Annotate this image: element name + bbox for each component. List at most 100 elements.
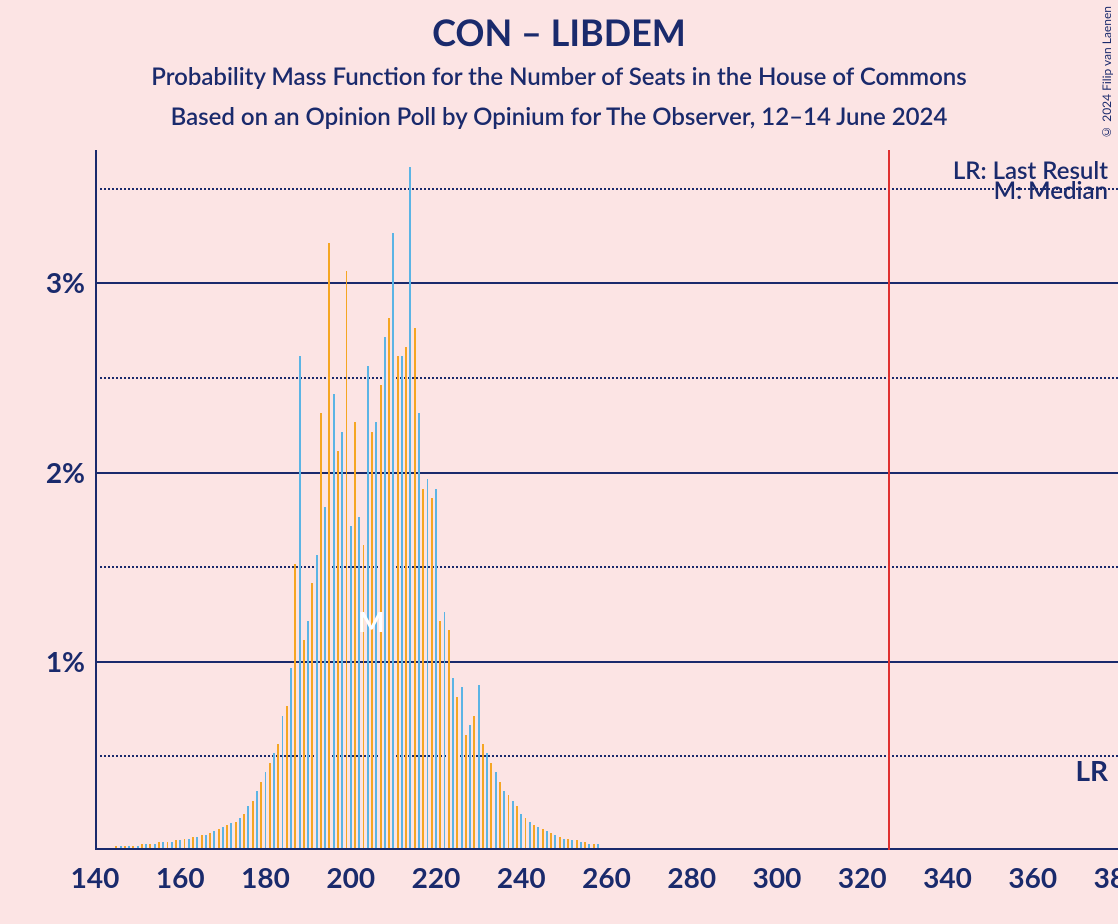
bar-orange: [277, 744, 279, 848]
x-tick-label: 180: [241, 860, 290, 894]
bar-blue: [239, 818, 241, 848]
bar-orange: [175, 840, 177, 848]
bar-blue: [563, 839, 565, 848]
x-tick-label: 140: [71, 860, 120, 894]
bar-orange: [235, 822, 237, 848]
bar-orange: [354, 422, 356, 848]
bar-blue: [196, 837, 198, 848]
y-tick-label: 1%: [46, 644, 85, 678]
bar-orange: [397, 356, 399, 848]
bar-orange: [448, 630, 450, 848]
copyright-text: © 2024 Filip van Laenen: [1099, 6, 1114, 140]
x-tick-label: 280: [667, 860, 716, 894]
legend-median: M: Median: [994, 176, 1108, 205]
x-axis: [95, 848, 1118, 850]
bar-orange: [584, 842, 586, 848]
bar-blue: [179, 840, 181, 848]
bar-blue: [418, 413, 420, 848]
bar-orange: [158, 842, 160, 848]
bar-orange: [363, 545, 365, 848]
x-tick-label: 220: [412, 860, 461, 894]
bar-blue: [495, 772, 497, 848]
bar-blue: [597, 844, 599, 848]
bar-orange: [149, 844, 151, 848]
bar-orange: [567, 839, 569, 848]
chart-plot-area: LR: Last ResultM: MedianLRM: [95, 150, 1118, 850]
bar-orange: [311, 583, 313, 848]
bar-orange: [320, 413, 322, 848]
bar-orange: [243, 814, 245, 848]
bar-blue: [273, 753, 275, 848]
chart-subtitle-1: Probability Mass Function for the Number…: [0, 62, 1118, 91]
bar-blue: [299, 356, 301, 848]
bar-orange: [482, 744, 484, 848]
bar-orange: [226, 825, 228, 848]
bar-blue: [307, 621, 309, 848]
x-tick-label: 260: [582, 860, 631, 894]
bar-orange: [508, 795, 510, 848]
bar-blue: [145, 844, 147, 848]
x-tick-label: 340: [923, 860, 972, 894]
gridline-major: [95, 472, 1118, 474]
bar-blue: [401, 356, 403, 848]
bar-blue: [580, 842, 582, 848]
bar-orange: [286, 706, 288, 848]
bar-blue: [213, 831, 215, 848]
bar-orange: [388, 318, 390, 848]
bar-blue: [512, 801, 514, 848]
bar-orange: [559, 837, 561, 848]
bar-blue: [222, 827, 224, 848]
gridline-minor: [95, 188, 1118, 190]
bar-orange: [576, 840, 578, 848]
bar-orange: [473, 716, 475, 848]
gridline-minor: [95, 566, 1118, 568]
y-axis: [95, 150, 97, 850]
bar-orange: [516, 806, 518, 848]
y-tick-label: 3%: [46, 265, 85, 299]
bar-orange: [132, 846, 134, 848]
bar-orange: [141, 844, 143, 848]
bar-orange: [550, 833, 552, 848]
bar-orange: [269, 763, 271, 848]
chart-title: CON – LIBDEM: [0, 10, 1118, 54]
median-label: M: [358, 604, 384, 638]
bar-blue: [171, 842, 173, 848]
bar-blue: [341, 432, 343, 848]
bar-blue: [588, 844, 590, 848]
bar-blue: [452, 678, 454, 848]
x-tick-label: 240: [497, 860, 546, 894]
bar-orange: [337, 451, 339, 848]
bar-blue: [256, 791, 258, 848]
bar-orange: [542, 829, 544, 848]
bar-orange: [260, 782, 262, 848]
bar-orange: [328, 243, 330, 848]
bar-blue: [384, 337, 386, 848]
last-result-line: [888, 150, 890, 850]
bar-orange: [192, 837, 194, 848]
bar-blue: [265, 772, 267, 848]
last-result-label: LR: [1075, 753, 1108, 787]
bar-orange: [593, 844, 595, 848]
bar-blue: [520, 814, 522, 848]
bar-blue: [247, 806, 249, 848]
bar-orange: [303, 640, 305, 848]
bar-orange: [456, 697, 458, 848]
bar-orange: [525, 818, 527, 848]
bar-blue: [486, 753, 488, 848]
bar-orange: [209, 833, 211, 848]
bar-orange: [371, 432, 373, 848]
bar-blue: [554, 835, 556, 848]
bar-blue: [461, 687, 463, 848]
x-tick-label: 320: [838, 860, 887, 894]
bar-orange: [422, 489, 424, 848]
bar-orange: [184, 839, 186, 848]
x-tick-label: 380: [1094, 860, 1118, 894]
bar-orange: [439, 621, 441, 848]
bar-orange: [490, 763, 492, 848]
x-tick-label: 300: [753, 860, 802, 894]
x-tick-label: 200: [326, 860, 375, 894]
bar-blue: [230, 823, 232, 848]
bar-blue: [290, 668, 292, 848]
x-axis-ticks: 140160180200220240260280300320340360380: [95, 860, 1118, 900]
bar-orange: [294, 564, 296, 848]
